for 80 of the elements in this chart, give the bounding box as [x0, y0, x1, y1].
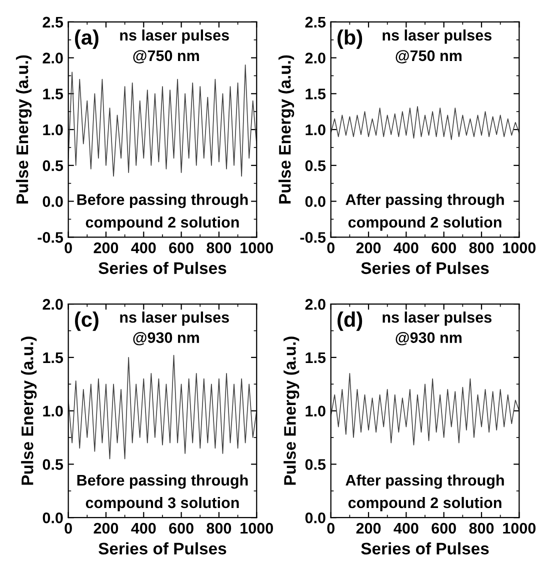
y-tick-label: 0.0 [42, 196, 63, 207]
annotation: After passing through [346, 194, 504, 208]
y-tick-label: 1.0 [306, 406, 326, 417]
x-tick-label: 1000 [503, 522, 536, 534]
annotation: ns laser pulses [382, 29, 492, 44]
y-tick-label: 1.0 [306, 124, 326, 136]
y-tick-label: -0.5 [38, 232, 64, 243]
x-tick-label: 1000 [503, 242, 536, 254]
x-tick-label: 600 [432, 522, 456, 534]
y-tick-label: 2.5 [42, 16, 64, 28]
annotation: ns laser pulses [382, 312, 492, 326]
x-tick-label: 400 [131, 522, 156, 534]
y-tick-label: 1.0 [43, 406, 63, 417]
annotation: @930 nm [133, 332, 199, 346]
y-axis-title: Pulse Energy (a.u.) [284, 336, 300, 485]
y-tick-label: 2.0 [42, 52, 63, 64]
x-tick-label: 400 [394, 522, 418, 534]
x-tick-label: 800 [469, 242, 494, 254]
y-tick-label: 1.5 [306, 352, 326, 364]
annotation: compound 2 solution [348, 216, 502, 231]
x-tick-label: 800 [206, 522, 232, 534]
x-tick-label: 1000 [240, 242, 273, 254]
y-tick-label: -0.5 [300, 232, 326, 243]
y-tick-label: 0.0 [305, 196, 326, 207]
annotation: (d) [338, 312, 362, 331]
y-tick-label: 1.5 [43, 88, 64, 100]
annotation: (a) [75, 29, 98, 49]
y-tick-label: 2.5 [305, 16, 326, 28]
annotation: ns laser pulses [120, 29, 229, 44]
x-tick-label: 200 [356, 242, 381, 254]
y-tick-label: 2.0 [42, 298, 63, 310]
annotation: compound 2 solution [348, 496, 502, 512]
x-tick-label: 400 [394, 242, 418, 254]
x-tick-label: 0 [64, 522, 72, 534]
y-axis-title: Pulse Energy (a.u.) [278, 55, 294, 204]
line-series [330, 373, 520, 446]
annotation: ns laser pulses [120, 312, 229, 326]
x-tick-label: 200 [356, 522, 381, 534]
annotation: compound 3 solution [86, 496, 239, 512]
annotation: @750 nm [133, 50, 199, 64]
y-tick-label: 0.5 [305, 160, 326, 172]
x-axis-title: Series of Pulses [98, 262, 226, 274]
x-tick-label: 400 [131, 242, 156, 254]
y-tick-label: 0.5 [42, 160, 64, 172]
line-series [68, 64, 257, 177]
y-axis-title: Pulse Energy (a.u.) [16, 55, 32, 204]
annotation: (c) [75, 312, 98, 331]
y-tick-label: 0.5 [42, 459, 64, 470]
x-tick-label: 0 [64, 242, 72, 254]
x-tick-label: 800 [206, 242, 232, 254]
y-tick-label: 1.5 [43, 352, 64, 364]
annotation: compound 2 solution [86, 216, 239, 231]
y-axis-title: Pulse Energy (a.u.) [21, 336, 37, 485]
annotation: @750 nm [396, 50, 462, 64]
x-tick-label: 800 [469, 522, 494, 534]
annotation: Before passing through [77, 474, 248, 489]
x-tick-label: 600 [169, 242, 194, 254]
y-tick-label: 1.5 [306, 88, 326, 100]
x-tick-label: 200 [94, 242, 118, 254]
x-tick-label: 600 [169, 522, 194, 534]
y-tick-label: 2.0 [305, 52, 326, 64]
annotation: @930 nm [396, 332, 462, 346]
y-tick-label: 0.0 [42, 512, 63, 524]
line-series [330, 106, 520, 140]
y-tick-label: 1.0 [43, 124, 63, 136]
x-tick-label: 1000 [240, 522, 273, 534]
x-tick-label: 0 [327, 522, 334, 534]
x-axis-title: Series of Pulses [361, 262, 489, 274]
y-tick-label: 0.0 [305, 512, 326, 524]
annotation: After passing through [346, 474, 504, 489]
x-axis-title: Series of Pulses [361, 542, 489, 555]
annotation: Before passing through [77, 194, 248, 208]
line-series [68, 354, 257, 460]
y-tick-label: 0.5 [305, 459, 326, 470]
y-tick-label: 2.0 [305, 298, 326, 310]
x-tick-label: 0 [327, 242, 334, 254]
x-tick-label: 200 [94, 522, 118, 534]
x-tick-label: 600 [432, 242, 456, 254]
annotation: (b) [338, 29, 362, 49]
x-axis-title: Series of Pulses [98, 542, 226, 555]
